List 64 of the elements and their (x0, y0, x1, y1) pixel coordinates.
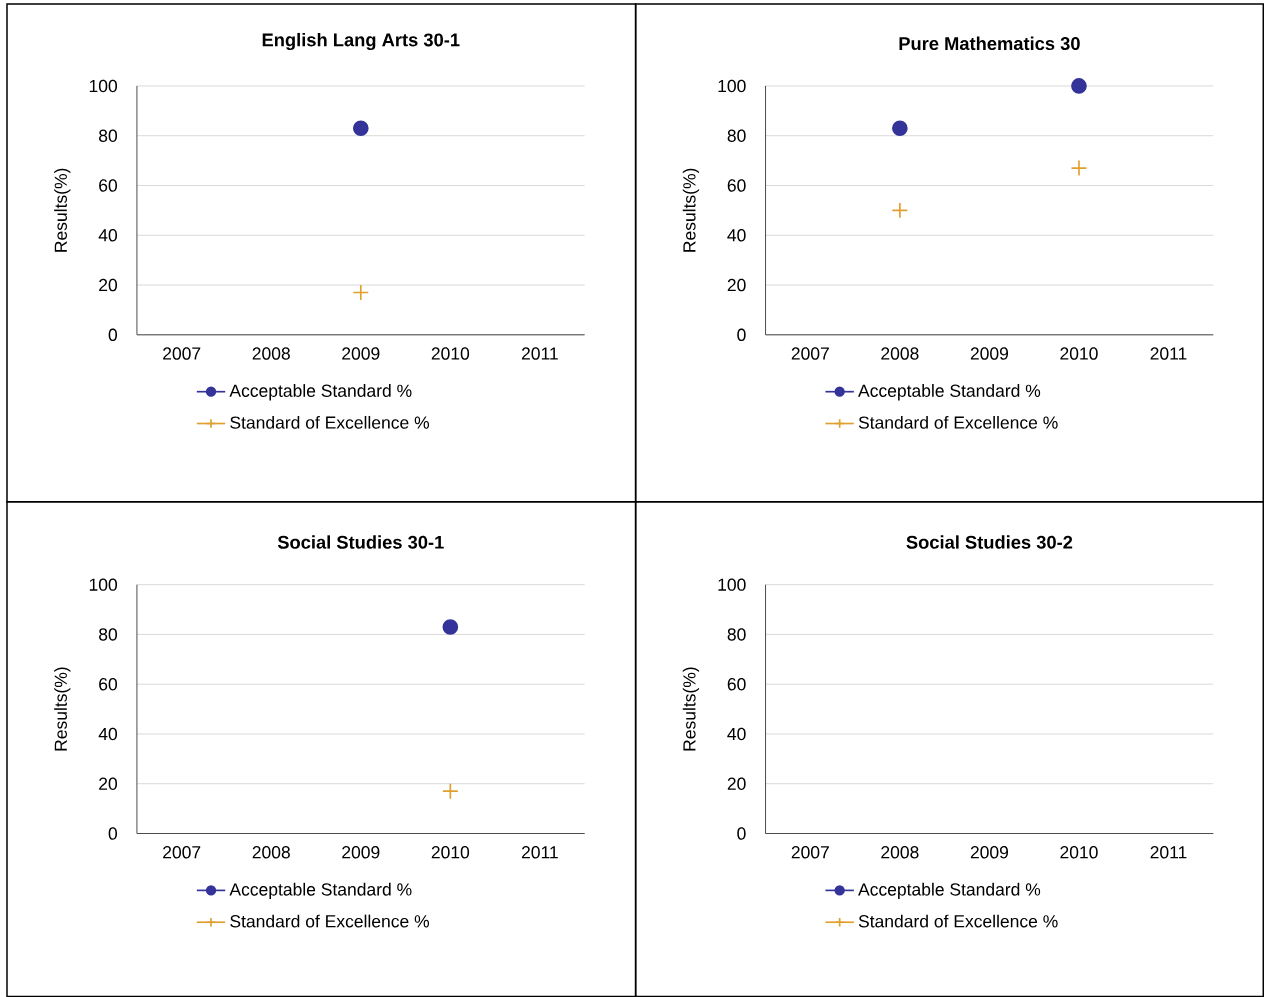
y-axis-title: Results(%) (54, 667, 71, 751)
y-tick-label: 60 (99, 179, 118, 192)
y-tick-label: 40 (98, 727, 118, 741)
y-tick-label: 20 (727, 777, 746, 790)
y-tick-label: 80 (727, 628, 746, 641)
x-tick-label: 2007 (163, 347, 201, 360)
chart-title: Pure Mathematics 30 (899, 36, 1080, 51)
x-tick-label: 2010 (1060, 347, 1098, 360)
legend-label: Standard of Excellence % (230, 415, 430, 429)
x-tick-label: 2007 (791, 347, 829, 360)
chart-title: Social Studies 30-1 (277, 535, 444, 549)
y-tick-label: 100 (718, 578, 746, 591)
y-tick-label: 80 (727, 129, 746, 142)
x-tick-label: 2009 (970, 845, 1009, 859)
y-tick-label: 0 (108, 827, 118, 840)
legend-label: Acceptable Standard % (858, 384, 1041, 401)
chart-title: Social Studies 30-2 (906, 535, 1073, 549)
legend-label: Standard of Excellence % (858, 914, 1058, 928)
point (1071, 78, 1087, 94)
legend-label: Acceptable Standard % (229, 384, 412, 401)
x-tick-label: 2009 (970, 347, 1009, 360)
legend-label: Acceptable Standard % (229, 882, 412, 900)
y-axis-title: Results(%) (54, 168, 71, 252)
y-tick-label: 60 (727, 179, 746, 192)
y-axis-title: Results(%) (682, 667, 700, 751)
x-tick-label: 2011 (521, 845, 558, 859)
point (1070, 159, 1088, 177)
y-tick-label: 20 (99, 777, 118, 790)
x-tick-label: 2009 (342, 347, 380, 360)
chart-title: English Lang Arts 30-1 (262, 32, 460, 51)
x-tick-label: 2011 (1150, 845, 1187, 859)
y-tick-label: 0 (737, 328, 746, 341)
x-tick-label: 2008 (252, 347, 290, 360)
x-tick-label: 2008 (881, 347, 919, 360)
y-tick-label: 100 (89, 79, 118, 93)
y-tick-label: 0 (737, 827, 746, 840)
x-tick-label: 2007 (791, 845, 829, 859)
y-tick-label: 40 (98, 229, 118, 242)
y-tick-label: 80 (99, 628, 118, 641)
x-tick-label: 2010 (431, 845, 470, 859)
point (892, 120, 908, 137)
y-tick-label: 20 (727, 278, 746, 292)
x-tick-label: 2009 (342, 845, 380, 859)
y-tick-label: 40 (727, 727, 746, 741)
x-tick-label: 2011 (1150, 347, 1187, 360)
x-tick-label: 2007 (163, 845, 201, 859)
legend-label: Acceptable Standard % (858, 882, 1041, 900)
y-tick-label: 20 (99, 278, 118, 292)
x-tick-label: 2011 (521, 347, 558, 360)
y-tick-label: 0 (108, 328, 118, 341)
y-tick-label: 60 (727, 677, 746, 691)
point (891, 201, 909, 219)
legend-label: Standard of Excellence % (230, 914, 430, 928)
y-tick-label: 40 (727, 229, 746, 242)
x-tick-label: 2008 (881, 845, 919, 859)
x-tick-label: 2008 (252, 845, 290, 859)
y-tick-label: 100 (718, 79, 746, 93)
y-tick-label: 100 (89, 578, 118, 591)
x-tick-label: 2010 (431, 347, 470, 360)
y-axis-title: Results(%) (682, 168, 700, 252)
y-tick-label: 80 (99, 129, 118, 142)
y-tick-label: 60 (99, 677, 118, 691)
x-tick-label: 2010 (1060, 845, 1098, 859)
legend-label: Standard of Excellence % (858, 415, 1058, 429)
